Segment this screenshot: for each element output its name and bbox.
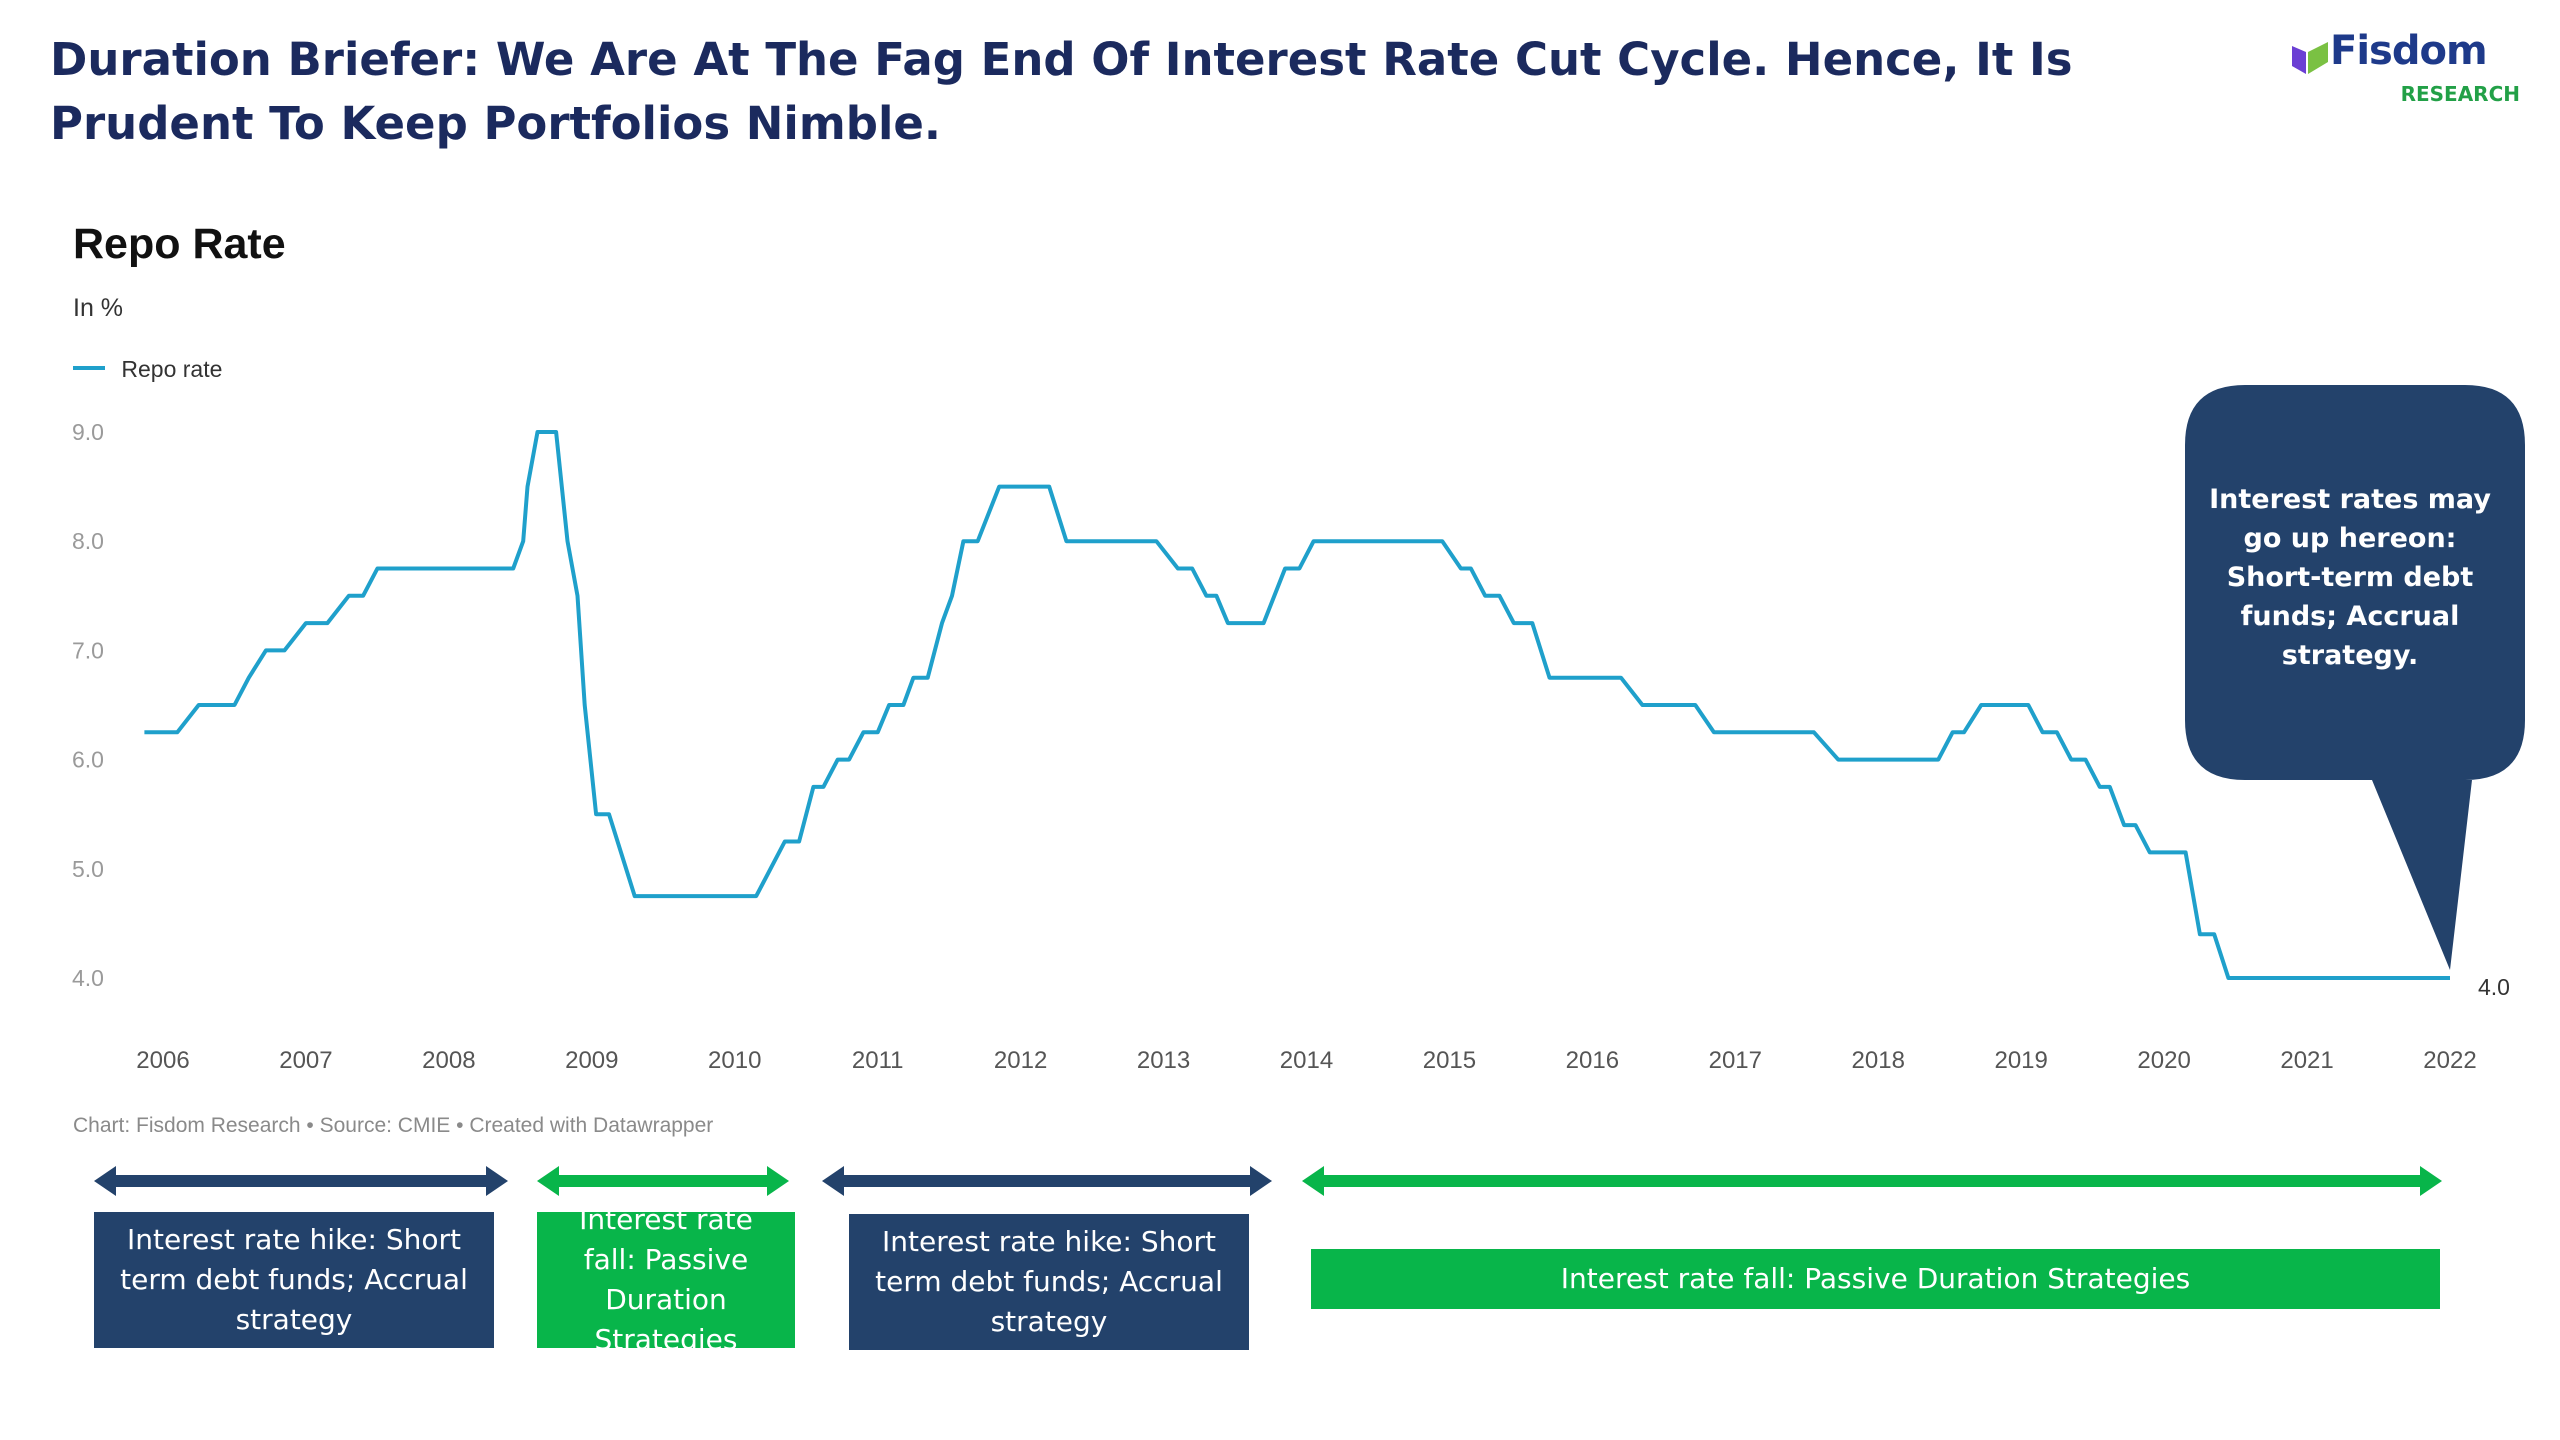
x-axis-ticks: 2006 2007 2008 2009 2010 2011 2012 2013 2014 2015… (136, 1047, 2476, 1074)
phase-box-hike-1: Interest rate hike: Short term debt fund… (94, 1212, 494, 1348)
x-tick-label: 2012 (994, 1047, 1047, 1074)
x-tick-label: 2008 (422, 1047, 475, 1074)
y-tick-label: 5.0 (72, 856, 104, 882)
fisdom-logo: Fisdom RESEARCH (2280, 28, 2520, 110)
x-tick-label: 2020 (2137, 1047, 2190, 1074)
arrow-head-right (1250, 1166, 1272, 1196)
arrow-head-right (767, 1166, 789, 1196)
legend-label: Repo rate (121, 356, 223, 382)
x-tick-label: 2017 (1709, 1047, 1762, 1074)
y-tick-label: 8.0 (72, 528, 104, 554)
x-tick-label: 2018 (1852, 1047, 1905, 1074)
x-tick-label: 2016 (1566, 1047, 1619, 1074)
chart-legend: Repo rate (73, 356, 222, 383)
y-tick-label: 9.0 (72, 419, 104, 445)
chart-title: Repo Rate (73, 220, 286, 268)
x-tick-label: 2014 (1280, 1047, 1333, 1074)
chart-subtitle: In % (73, 294, 124, 322)
y-tick-label: 4.0 (72, 965, 104, 991)
x-tick-label: 2010 (708, 1047, 761, 1074)
y-axis-ticks: 9.0 8.0 7.0 6.0 5.0 4.0 (72, 419, 104, 991)
x-tick-label: 2015 (1423, 1047, 1476, 1074)
end-value-label: 4.0 (2478, 974, 2510, 1000)
arrow-head-left (537, 1166, 559, 1196)
arrow-head-left (94, 1166, 116, 1196)
phase-arrow-fall-2 (1302, 1166, 2442, 1196)
x-tick-label: 2013 (1137, 1047, 1190, 1074)
y-tick-label: 6.0 (72, 747, 104, 773)
x-tick-label: 2019 (1994, 1047, 2047, 1074)
phase-arrow-fall-1 (537, 1166, 789, 1196)
logo-subtitle: RESEARCH (2400, 82, 2520, 106)
callout-text: Interest rates may go up hereon: Short-t… (2209, 484, 2491, 671)
repo-rate-line (144, 430, 2450, 980)
arrow-shaft (114, 1175, 488, 1187)
phase-arrow-hike-1 (94, 1166, 508, 1196)
arrow-shaft (557, 1175, 769, 1187)
arrow-shaft (1322, 1175, 2422, 1187)
x-tick-label: 2011 (852, 1047, 904, 1074)
slide-title: Duration Briefer: We Are At The Fag End … (50, 33, 2073, 150)
logo-wordmark: Fisdom (2330, 28, 2488, 74)
x-tick-label: 2021 (2280, 1047, 2333, 1074)
x-tick-label: 2022 (2423, 1047, 2476, 1074)
x-tick-label: 2006 (136, 1047, 189, 1074)
arrow-head-left (1302, 1166, 1324, 1196)
chart-footer: Chart: Fisdom Research • Source: CMIE • … (73, 1114, 714, 1137)
phase-box-fall-1: Interest rate fall: Passive Duration Str… (537, 1203, 795, 1356)
x-tick-label: 2007 (279, 1047, 332, 1074)
arrow-shaft (842, 1175, 1252, 1187)
arrow-head-right (2420, 1166, 2442, 1196)
phase-arrow-hike-2 (822, 1166, 1272, 1196)
x-tick-label: 2009 (565, 1047, 618, 1074)
arrow-head-left (822, 1166, 844, 1196)
arrow-head-right (486, 1166, 508, 1196)
phase-box-hike-2: Interest rate hike: Short term debt fund… (849, 1214, 1249, 1350)
phase-box-fall-2: Interest rate fall: Passive Duration Str… (1311, 1249, 2440, 1309)
fisdom-logo-icon (2292, 42, 2328, 74)
y-tick-label: 7.0 (72, 637, 104, 663)
callout-bubble (2185, 385, 2525, 970)
legend-swatch (73, 365, 105, 370)
